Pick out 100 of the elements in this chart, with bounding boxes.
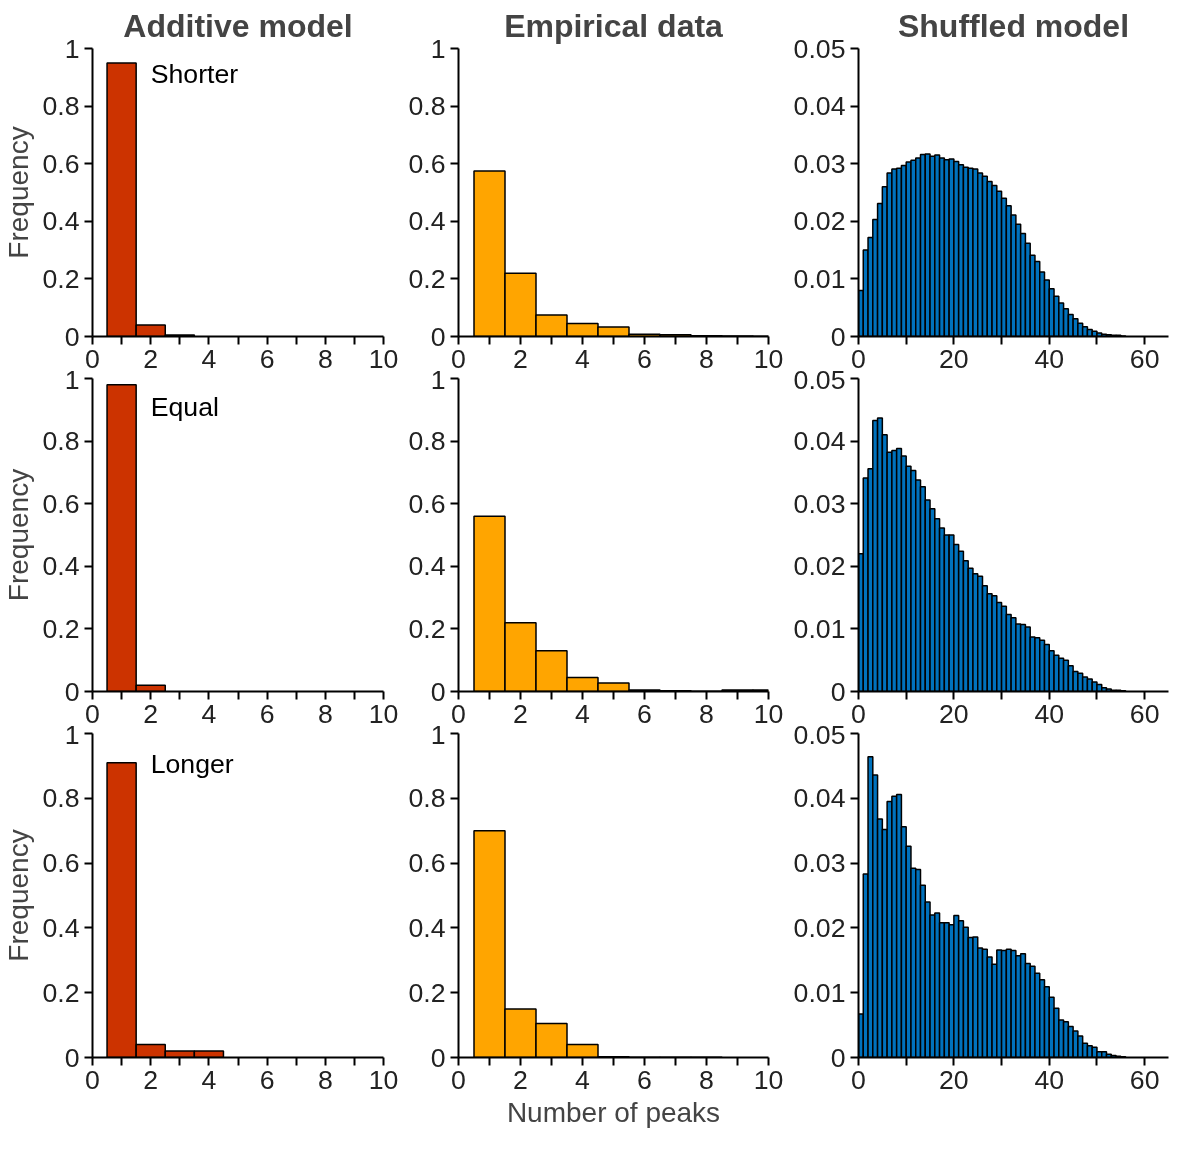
y-tick-label: 0 [830,676,846,707]
y-axis-title: Frequency [3,126,35,259]
y-tick-label: 0 [430,321,446,352]
x-tick-label: 4 [575,1064,591,1095]
x-tick-label: 0 [451,343,466,374]
annotation: Shorter [150,58,239,89]
x-tick-label: 6 [259,343,275,374]
x-tick-label: 40 [1034,698,1065,729]
x-tick-label: 8 [317,343,333,374]
y-tick-label: 0.02 [793,551,846,582]
x-tick-label: 60 [1129,698,1160,729]
y-axis-title: Frequency [3,829,35,962]
y-tick-label: 0 [430,676,446,707]
y-tick-label: 0.8 [42,426,80,457]
y-tick-label: 0.05 [793,364,846,395]
chart-title: Additive model [123,7,353,44]
y-tick-label: 0.6 [42,848,80,879]
y-tick-label: 0 [64,321,80,352]
x-tick-label: 20 [939,1064,969,1095]
x-tick-label: 8 [699,343,714,374]
y-tick-label: 0.01 [793,977,846,1008]
y-tick-label: 0.2 [408,613,446,644]
y-tick-label: 0.04 [793,91,846,122]
y-tick-label: 0.2 [42,263,80,294]
x-tick-label: 8 [317,1064,333,1095]
x-axis-title: Number of peaks [506,1096,721,1128]
x-tick-label: 20 [939,698,969,729]
y-tick-label: 0.8 [408,91,446,122]
x-tick-label: 0 [851,698,866,729]
x-tick-label: 60 [1129,343,1160,374]
y-tick-label: 1 [430,719,446,750]
y-tick-label: 0.6 [42,488,80,519]
y-tick-label: 0.8 [408,783,446,814]
y-tick-label: 0.8 [408,426,446,457]
x-tick-label: 6 [637,1064,652,1095]
y-tick-label: 0.01 [793,263,846,294]
y-tick-label: 0.01 [793,613,846,644]
y-tick-label: 0.2 [42,977,80,1008]
x-tick-label: 0 [451,1064,466,1095]
x-tick-label: 0 [85,698,100,729]
y-tick-label: 0.8 [42,783,80,814]
y-tick-label: 1 [430,33,446,64]
x-tick-label: 2 [143,343,159,374]
x-tick-label: 0 [85,1064,100,1095]
y-tick-label: 0.4 [408,551,446,582]
x-tick-label: 4 [201,698,217,729]
x-tick-label: 4 [201,343,217,374]
x-tick-label: 6 [637,343,652,374]
y-tick-label: 1 [64,33,80,64]
y-tick-label: 1 [430,364,446,395]
y-tick-label: 0.4 [42,206,80,237]
y-tick-label: 0.8 [42,91,80,122]
y-tick-label: 0 [64,1042,80,1073]
y-axis-title: Frequency [3,468,35,602]
x-tick-label: 20 [939,343,969,374]
x-tick-label: 6 [259,1064,275,1095]
chart-title: Empirical data [504,7,724,44]
x-tick-label: 2 [143,698,159,729]
x-tick-label: 10 [368,698,399,729]
y-tick-label: 0.05 [793,33,846,64]
y-tick-label: 0.2 [42,613,80,644]
x-tick-label: 2 [513,343,528,374]
x-tick-label: 8 [699,1064,714,1095]
x-tick-label: 2 [513,698,528,729]
y-tick-label: 0.2 [408,977,446,1008]
y-tick-label: 0.02 [793,912,846,943]
chart-title: Shuffled model [897,7,1130,44]
y-tick-label: 0 [830,1042,846,1073]
y-tick-label: 0.04 [793,426,846,457]
x-tick-label: 60 [1129,1064,1160,1095]
y-tick-label: 0.04 [793,783,846,814]
y-tick-label: 0.6 [408,848,446,879]
annotation: Equal [150,392,219,423]
x-tick-label: 40 [1034,343,1065,374]
x-tick-label: 4 [575,343,591,374]
x-tick-label: 10 [368,343,399,374]
y-tick-label: 0 [430,1042,446,1073]
y-tick-label: 0.03 [793,488,846,519]
y-tick-label: 0.4 [42,912,80,943]
y-tick-label: 0 [830,321,846,352]
x-tick-label: 2 [143,1064,159,1095]
x-tick-label: 10 [753,698,784,729]
y-tick-label: 0.4 [408,912,446,943]
y-tick-label: 0.05 [793,719,846,750]
x-tick-label: 10 [753,1064,784,1095]
x-tick-label: 0 [851,1064,866,1095]
y-tick-label: 1 [64,364,80,395]
x-tick-label: 8 [699,698,714,729]
x-tick-label: 0 [851,343,866,374]
y-tick-label: 0.4 [408,206,446,237]
y-tick-label: 0.6 [408,148,446,179]
x-tick-label: 2 [513,1064,528,1095]
y-tick-label: 0.02 [793,206,846,237]
y-tick-label: 0.2 [408,263,446,294]
x-tick-label: 6 [637,698,652,729]
x-tick-label: 4 [575,698,591,729]
x-tick-label: 8 [317,698,333,729]
x-tick-label: 0 [85,343,100,374]
x-tick-label: 10 [368,1064,399,1095]
y-tick-label: 0.03 [793,148,846,179]
